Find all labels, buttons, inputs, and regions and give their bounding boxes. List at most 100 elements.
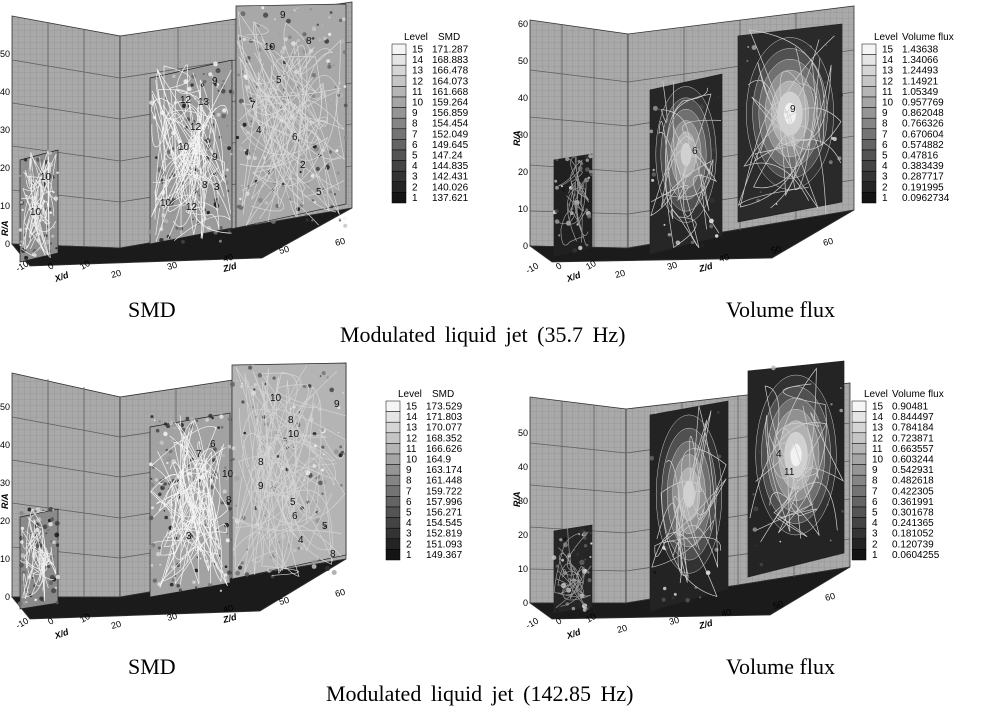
contour-speckle [223, 573, 228, 577]
x-tick-label: 0 [554, 616, 563, 627]
z-tick-label: 60 [824, 591, 836, 603]
contour-line [239, 40, 342, 168]
contour-speckle [754, 544, 757, 547]
contour-speckle [717, 454, 722, 459]
legend-level: 7 [882, 129, 888, 140]
slice-0 [18, 149, 59, 263]
contour-line [156, 64, 231, 214]
contour-speckle [220, 426, 224, 429]
x-tick-label: -10 [14, 616, 30, 631]
contour-line [245, 76, 345, 161]
contour-speckle [56, 171, 59, 174]
contour-speckle [649, 129, 654, 134]
contour-speckle [178, 588, 182, 592]
contour-label: 6 [292, 511, 298, 522]
contour-speckle [189, 417, 195, 422]
contour-speckle [47, 529, 50, 532]
legend-swatch [385, 496, 401, 508]
contour-speckle [53, 196, 59, 201]
z-tick-label: 40 [720, 607, 732, 619]
contour-line [756, 412, 844, 531]
contour-label: 4 [776, 449, 782, 460]
contour-speckle [753, 506, 759, 512]
z-tick-label: 30 [166, 260, 178, 272]
contour-line [251, 385, 320, 514]
contour-speckle [241, 400, 245, 404]
plot-volume-flux-142hz: 4 11 0 10 20 30 40 50 R/A -10 0 10 X/d 20 30 40 50 60 Z/d L… [494, 357, 988, 657]
contour-line [154, 64, 201, 200]
contour-label: 9 [212, 152, 218, 163]
contour-speckle [667, 233, 672, 237]
legend-swatch [851, 474, 867, 487]
contour-speckle [24, 548, 28, 552]
legend-level: 10 [872, 455, 884, 466]
contour-speckle [658, 108, 660, 111]
contour-line [22, 161, 53, 247]
contour-speckle [337, 431, 340, 434]
contour-speckle [154, 478, 158, 482]
contour-line [260, 372, 346, 485]
contour-speckle [238, 98, 244, 104]
slice-2 [737, 23, 843, 223]
contour-speckle [54, 520, 60, 526]
contour-speckle [158, 492, 162, 497]
legend-value: 0.844497 [892, 412, 934, 423]
contour-line [737, 47, 809, 208]
contour-speckle [205, 418, 210, 422]
y-tick-label: 40 [0, 440, 10, 450]
y-tick-label: 40 [0, 87, 10, 97]
legend-level: 11 [412, 87, 423, 98]
contour-speckle [213, 152, 216, 155]
legend-level: 10 [406, 455, 418, 466]
legend-swatch [391, 170, 407, 183]
contour-speckle [20, 540, 24, 544]
row-caption: Modulated liquid jet (35.7 Hz) [340, 322, 626, 347]
contour-speckle [166, 499, 172, 505]
contour-label: 10 [222, 469, 234, 480]
z-axis-label: Z/d [221, 261, 238, 275]
contour-speckle [223, 143, 227, 147]
contour-speckle [562, 537, 567, 541]
y-axis-label: R/A [512, 131, 522, 147]
contour-line [557, 156, 589, 224]
contour-speckle [283, 37, 288, 42]
contour-speckle [342, 17, 346, 22]
y-tick-label: 30 [518, 496, 528, 506]
grid-line [529, 69, 629, 83]
slice-1 [148, 412, 232, 598]
contour-speckle [252, 156, 257, 161]
legend-value: 0.957769 [902, 98, 944, 109]
contour-speckle [55, 601, 59, 605]
contour-label: 5 [290, 497, 296, 508]
contour-speckle [330, 98, 333, 101]
contour-line [241, 39, 341, 191]
legend-value: 1.05349 [902, 87, 939, 98]
contour-speckle [302, 48, 307, 54]
contour-speckle [182, 140, 186, 144]
z-tick-label: 60 [822, 236, 834, 248]
contour-speckle [330, 205, 334, 209]
legend-level: 12 [872, 433, 884, 444]
contour-speckle [150, 477, 153, 480]
contour-speckle [227, 146, 232, 151]
contour-speckle [701, 244, 705, 248]
contour-speckle [343, 50, 347, 55]
contour-speckle [216, 112, 221, 117]
contour-speckle [236, 379, 238, 382]
legend-swatch [851, 453, 867, 465]
contour-speckle [326, 59, 331, 64]
contour-speckle [165, 448, 169, 452]
contour-speckle [562, 188, 565, 192]
contour-speckle [714, 547, 719, 552]
contour-line [650, 80, 690, 203]
contour-speckle [299, 170, 302, 174]
contour-speckle [278, 78, 281, 81]
contour-line [237, 34, 340, 222]
contour-line [248, 391, 314, 541]
contour-line [743, 39, 842, 201]
legend-value: 0.574882 [902, 140, 944, 151]
contour-speckle [223, 179, 229, 186]
contour-speckle [160, 178, 166, 184]
legend-level: 15 [406, 402, 418, 413]
legend-level: 11 [882, 87, 893, 98]
